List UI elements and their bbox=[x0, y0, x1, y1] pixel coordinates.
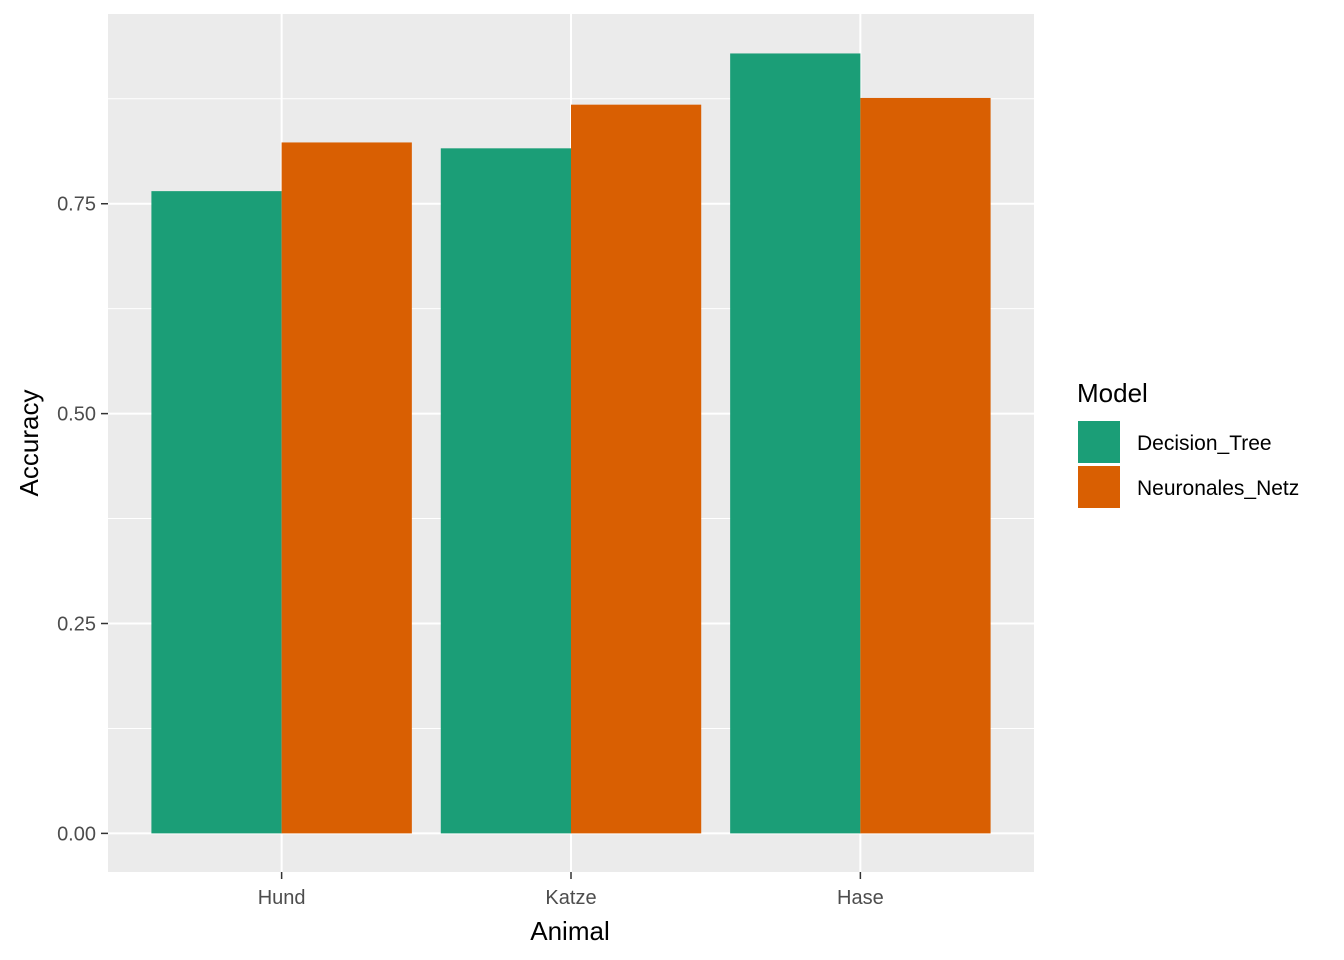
bar-Decision_Tree-Hund bbox=[151, 191, 282, 834]
bar-Neuronales_Netz-Hase bbox=[860, 97, 991, 834]
legend-key-Decision_Tree bbox=[1076, 419, 1122, 465]
bar-Decision_Tree-Katze bbox=[440, 148, 571, 834]
legend-items: Decision_Tree Neuronales_Netz bbox=[1076, 419, 1299, 510]
bar-Neuronales_Netz-Hund bbox=[281, 142, 412, 834]
bars bbox=[151, 53, 991, 834]
y-tick-label: 0.75 bbox=[57, 194, 96, 216]
legend-label-Neuronales_Netz: Neuronales_Netz bbox=[1137, 477, 1299, 500]
x-tick-label: Hase bbox=[837, 887, 884, 909]
y-axis-title: Accuracy bbox=[14, 390, 44, 497]
legend-label-Decision_Tree: Decision_Tree bbox=[1137, 432, 1272, 455]
x-tick-label: Hund bbox=[258, 887, 306, 909]
legend-key-Neuronales_Netz bbox=[1076, 464, 1122, 510]
y-tick-label: 0.25 bbox=[57, 613, 96, 635]
x-tick-label: Katze bbox=[545, 887, 596, 909]
bar-Decision_Tree-Hase bbox=[730, 53, 861, 834]
y-tick-label: 0.50 bbox=[57, 404, 96, 426]
y-tick-label: 0.00 bbox=[57, 823, 96, 845]
legend: Model Decision_Tree Neuronales_Netz bbox=[1076, 378, 1299, 510]
bar-Neuronales_Netz-Katze bbox=[571, 104, 702, 834]
x-axis: Hund Katze Hase bbox=[258, 872, 884, 909]
y-axis: 0.00 0.25 0.50 0.75 bbox=[57, 194, 108, 845]
legend-title: Model bbox=[1077, 378, 1148, 408]
x-axis-title: Animal bbox=[530, 916, 609, 946]
